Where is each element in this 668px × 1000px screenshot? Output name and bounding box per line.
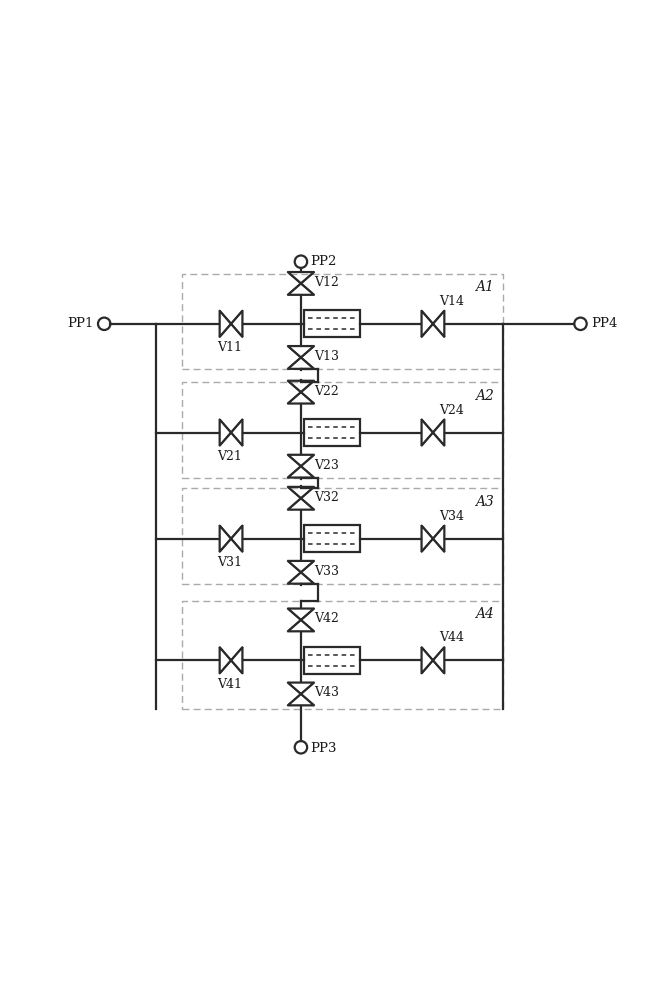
Text: V12: V12 — [315, 276, 339, 289]
Text: A2: A2 — [475, 389, 494, 403]
Text: V14: V14 — [439, 295, 464, 308]
Text: V21: V21 — [217, 450, 242, 463]
Text: V31: V31 — [217, 556, 242, 569]
Text: V32: V32 — [315, 491, 339, 504]
Bar — [182, 274, 503, 369]
Bar — [182, 601, 503, 709]
Text: V22: V22 — [315, 385, 339, 398]
Bar — [303, 525, 361, 552]
Text: A3: A3 — [475, 495, 494, 509]
Bar — [182, 382, 503, 478]
Text: V42: V42 — [315, 612, 339, 625]
Text: V41: V41 — [217, 678, 242, 691]
Text: PP1: PP1 — [67, 317, 94, 330]
Text: V34: V34 — [439, 510, 464, 523]
Text: PP3: PP3 — [310, 742, 337, 755]
Bar — [303, 419, 361, 446]
Text: V13: V13 — [315, 350, 339, 363]
Bar — [303, 647, 361, 674]
Text: V44: V44 — [439, 631, 464, 644]
Text: V33: V33 — [315, 565, 339, 578]
Text: PP2: PP2 — [310, 255, 337, 268]
Text: V11: V11 — [217, 341, 242, 354]
Text: A4: A4 — [475, 607, 494, 621]
Text: PP4: PP4 — [591, 317, 617, 330]
Text: V43: V43 — [315, 686, 339, 699]
Bar — [303, 310, 361, 337]
Text: V23: V23 — [315, 459, 339, 472]
Text: A1: A1 — [475, 280, 494, 294]
Bar — [182, 488, 503, 584]
Text: V24: V24 — [439, 404, 464, 417]
